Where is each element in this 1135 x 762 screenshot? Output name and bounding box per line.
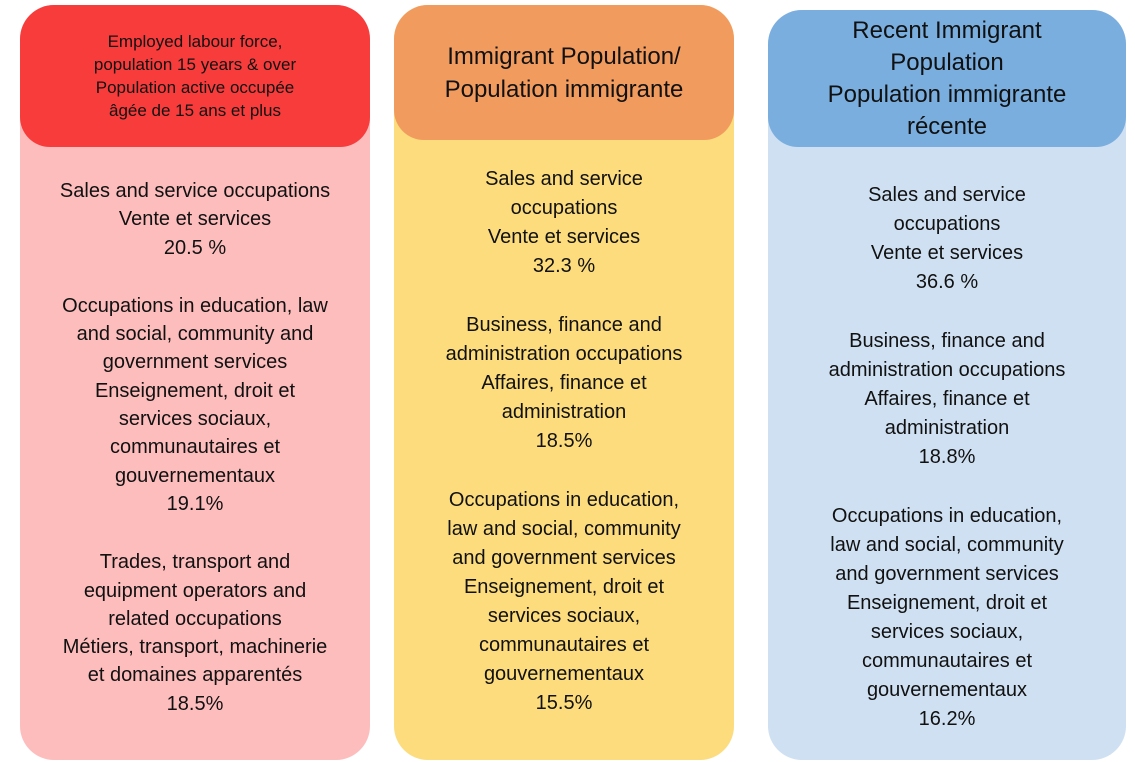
- item-line: and government services: [452, 547, 676, 569]
- occupation-item: Business, finance and administration occu…: [394, 311, 734, 456]
- item-line: equipment operators and: [83, 579, 307, 602]
- item-line: Enseignement, droit et: [94, 379, 296, 402]
- item-line: Sales and service: [485, 168, 643, 190]
- item-line: Business, finance and: [466, 314, 662, 336]
- item-line: Occupations in education, law: [62, 294, 328, 317]
- header-line: Immigrant Population/: [447, 42, 681, 70]
- item-line: services sociaux,: [118, 408, 272, 431]
- item-line: occupations: [893, 213, 1001, 235]
- item-line: related occupations: [108, 607, 282, 630]
- occupation-item: Sales and service occupations Vente et se…: [20, 177, 370, 262]
- item-line: 15.5%: [535, 692, 593, 714]
- column: Employed labour force, population 15 year…: [20, 5, 370, 760]
- column: Recent Immigrant Population Population imm…: [768, 10, 1126, 760]
- item-line: 19.1%: [166, 492, 224, 515]
- column-header: Recent Immigrant Population Population imm…: [768, 10, 1126, 147]
- item-line: communautaires et: [109, 436, 281, 459]
- item-line: services sociaux,: [487, 605, 641, 627]
- item-line: occupations: [510, 197, 618, 219]
- occupation-item: Sales and service occupations Vente et ser…: [394, 165, 734, 281]
- item-line: 18.5%: [535, 430, 593, 452]
- column-header: Immigrant Population/Population immigran…: [394, 5, 734, 140]
- item-line: Occupations in education,: [448, 489, 680, 511]
- item-line: government services: [102, 351, 288, 374]
- item-line: gouvernementaux: [483, 663, 645, 685]
- header-line: récente: [906, 112, 988, 140]
- item-line: 16.2%: [918, 708, 976, 730]
- item-line: 32.3 %: [532, 255, 596, 277]
- item-line: Métiers, transport, machinerie: [62, 636, 328, 659]
- item-line: administration: [501, 401, 627, 423]
- column-body: Sales and service occupations Vente et ser…: [768, 181, 1126, 760]
- header-line: âgée de 15 ans et plus: [108, 101, 282, 120]
- occupation-item: Business, finance and administration occu…: [768, 327, 1126, 472]
- item-line: gouvernementaux: [114, 464, 276, 487]
- item-line: Occupations in education,: [831, 505, 1063, 527]
- column-header: Employed labour force, population 15 year…: [20, 5, 370, 147]
- header-line: Population immigrante: [444, 75, 684, 103]
- item-line: Sales and service occupations: [59, 180, 331, 202]
- header-line: Employed labour force,: [107, 32, 283, 51]
- item-line: 20.5 %: [163, 236, 227, 259]
- header-line: Population active occupée: [95, 78, 295, 97]
- item-line: Affaires, finance et: [481, 372, 647, 394]
- item-line: services sociaux,: [870, 621, 1024, 643]
- item-line: Enseignement, droit et: [463, 576, 665, 598]
- item-line: and social, community and: [76, 323, 314, 346]
- item-line: Vente et services: [118, 208, 272, 231]
- occupation-item: Sales and service occupations Vente et ser…: [768, 181, 1126, 297]
- item-line: 18.5%: [166, 692, 224, 715]
- item-line: administration occupations: [445, 343, 683, 365]
- header-line: Population: [890, 48, 1004, 76]
- item-line: and government services: [835, 563, 1059, 585]
- item-line: 18.8%: [918, 446, 976, 468]
- item-line: Business, finance and: [849, 330, 1045, 352]
- item-line: law and social, community: [830, 534, 1064, 556]
- item-line: 36.6 %: [915, 271, 979, 293]
- occupation-item: Trades, transport and equipment operators…: [20, 548, 370, 718]
- column-body: Sales and service occupations Vente et ser…: [394, 165, 734, 748]
- header-line: Population immigrante: [827, 80, 1067, 108]
- item-line: Enseignement, droit et: [846, 592, 1048, 614]
- column-body: Sales and service occupations Vente et se…: [20, 177, 370, 748]
- column: Immigrant Population/Population immigran…: [394, 5, 734, 760]
- item-line: administration occupations: [828, 359, 1066, 381]
- occupation-item: Occupations in education, law and social,…: [394, 486, 734, 718]
- item-line: Vente et services: [487, 226, 641, 248]
- header-line: Recent Immigrant: [852, 16, 1042, 44]
- header-line: population 15 years & over: [93, 55, 297, 74]
- item-line: administration: [884, 417, 1010, 439]
- item-line: communautaires et: [861, 650, 1033, 672]
- item-line: gouvernementaux: [866, 679, 1028, 701]
- item-line: law and social, community: [447, 518, 681, 540]
- item-line: Sales and service: [868, 184, 1026, 206]
- item-line: Vente et services: [870, 242, 1024, 264]
- item-line: Trades, transport and: [99, 551, 291, 574]
- item-line: communautaires et: [478, 634, 650, 656]
- item-line: Affaires, finance et: [864, 388, 1030, 410]
- occupation-item: Occupations in education, law and social,…: [768, 502, 1126, 734]
- occupation-item: Occupations in education, law and social,…: [20, 292, 370, 518]
- item-line: et domaines apparentés: [87, 664, 303, 687]
